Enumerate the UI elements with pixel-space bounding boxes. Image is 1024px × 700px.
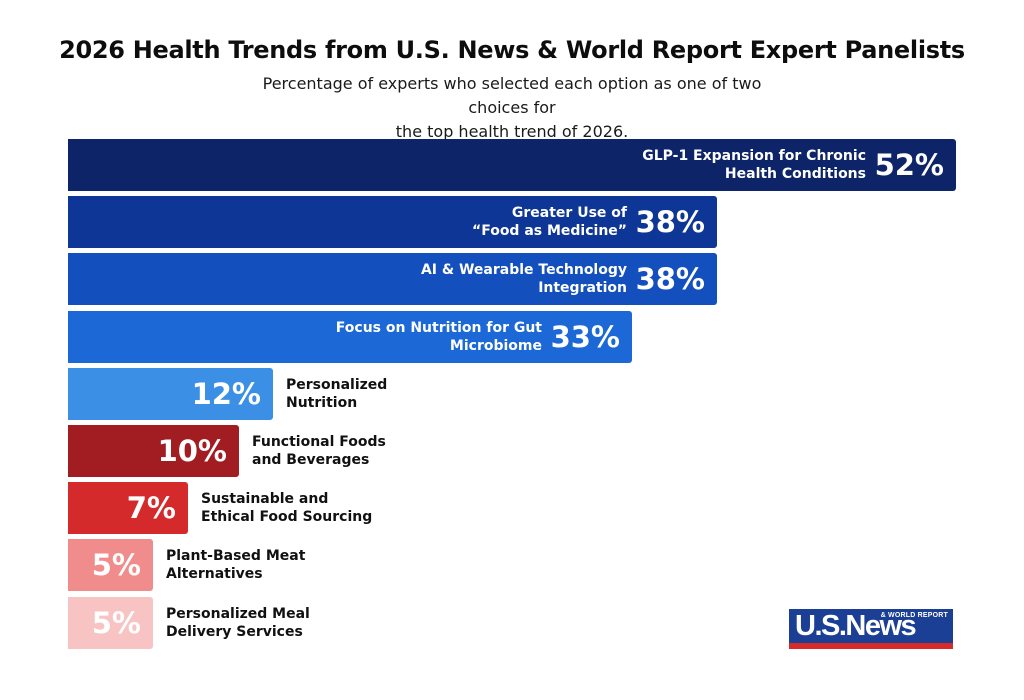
category-label-9-line-1: Personalized Meal [166,606,310,622]
us-news-logo: U.S.News & WORLD REPORT [789,609,953,651]
category-label-7: Sustainable and Ethical Food Sourcing [201,482,372,534]
bar-4 [68,311,632,363]
category-label-7-line-1: Sustainable and [201,491,329,507]
category-label-8-line-1: Plant-Based Meat [166,548,306,564]
value-label-6: 10% [157,434,227,468]
category-label-2-line-1: Greater Use of [511,205,627,221]
category-label-4-line-1: Focus on Nutrition for Gut [335,320,542,336]
category-label-1-line-2: Health Conditions [724,166,866,182]
category-label-5-line-1: Personalized [286,377,388,393]
category-label-8-line-2: Alternatives [166,566,263,582]
category-label-3-line-1: AI & Wearable Technology [420,262,627,278]
category-label-2: Greater Use of “Food as Medicine” [472,196,627,248]
category-label-9: Personalized Meal Delivery Services [166,597,310,649]
value-label-2: 38% [635,205,705,239]
bar-3 [68,253,717,305]
subtitle-line-2: the top health trend of 2026. [395,122,629,141]
value-label-7: 7% [126,491,176,525]
value-label-5: 12% [191,377,261,411]
category-label-3-line-2: Integration [538,280,627,296]
bar-1 [68,139,956,191]
category-label-5-line-2: Nutrition [286,395,358,411]
bar-7 [68,482,188,534]
bar-6 [68,425,239,477]
category-label-4: Focus on Nutrition for Gut Microbiome [336,311,542,363]
bar-5 [68,368,273,420]
category-label-1-line-1: GLP-1 Expansion for Chronic [642,148,866,164]
value-label-9: 5% [91,606,141,640]
bar-2 [68,196,717,248]
logo-small-text: & WORLD REPORT [880,612,948,619]
category-label-6-line-2: and Beverages [252,452,370,468]
category-label-4-line-2: Microbiome [449,338,542,354]
bar-8 [68,539,153,591]
category-label-6: Functional Foods and Beverages [252,425,386,477]
value-label-3: 38% [635,262,705,296]
chart-title: 2026 Health Trends from U.S. News & Worl… [59,36,965,64]
logo-red-stripe [789,643,953,649]
category-label-9-line-2: Delivery Services [166,624,303,640]
chart-subtitle: Percentage of experts who selected each … [262,72,762,144]
value-label-8: 5% [91,548,141,582]
logo-background [789,609,953,643]
bar-9 [68,597,153,649]
value-label-4: 33% [550,320,620,354]
category-label-6-line-1: Functional Foods [252,434,386,450]
subtitle-line-1: Percentage of experts who selected each … [262,74,762,117]
logo-main-text: U.S.News [795,610,917,642]
category-label-8: Plant-Based Meat Alternatives [166,539,305,591]
category-label-1: GLP-1 Expansion for Chronic Health Condit… [642,139,866,191]
category-label-5: Personalized Nutrition [286,368,387,420]
category-label-7-line-2: Ethical Food Sourcing [201,509,373,525]
category-label-2-line-2: “Food as Medicine” [472,223,627,239]
value-label-1: 52% [874,148,944,182]
category-label-3: AI & Wearable Technology Integration [421,253,627,305]
